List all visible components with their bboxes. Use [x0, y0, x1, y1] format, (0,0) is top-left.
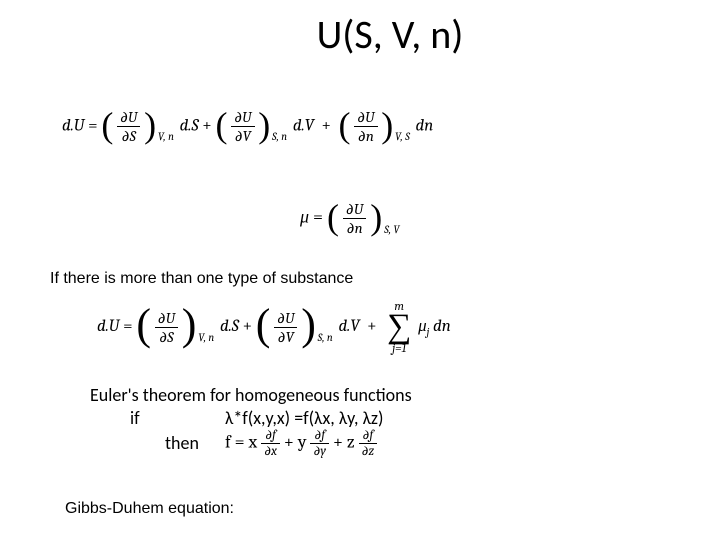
euler-num-x: ∂f [261, 428, 280, 444]
plus: + [202, 116, 215, 135]
eq1-sub1: V, n [158, 130, 174, 143]
eq1-num3: ∂U [354, 108, 377, 127]
eq1-frac2: ∂U ∂V [231, 108, 254, 145]
page-title: U(S, V, n) [0, 0, 720, 59]
eq3-sub2: S, n [318, 331, 333, 344]
equation-du-sum: d.U = ( ∂U ∂S ) V, n d.S + ( ∂U ∂V ) S, … [97, 300, 451, 354]
equals: = [313, 207, 327, 228]
multi-substance-label: If there is more than one type of substa… [50, 270, 353, 288]
lparen: ( [136, 303, 151, 347]
eq3-diff2: d.V [338, 317, 359, 336]
eq3-den2: ∂V [274, 328, 297, 346]
equation-du-full: d.U = ( ∂U ∂S ) V, n d.S + ( ∂U ∂V ) S, … [62, 108, 433, 145]
euler-den-y: ∂y [310, 444, 329, 459]
euler-frac-z: ∂f ∂z [359, 428, 378, 459]
eq2-num: ∂U [343, 200, 366, 219]
rparen: ) [301, 303, 316, 347]
euler-if-label: if [130, 407, 140, 429]
eq1-sub3: V, S [395, 130, 410, 143]
rparen: ) [144, 107, 156, 143]
euler-den-x: ∂x [261, 444, 280, 459]
eq3-den1: ∂S [155, 328, 178, 346]
lparen: ( [338, 107, 350, 143]
euler-prefix: f = x [225, 432, 257, 453]
plus: + [363, 317, 384, 336]
euler-frac-y: ∂f ∂y [310, 428, 329, 459]
rparen: ) [258, 107, 270, 143]
eq3-frac1: ∂U ∂S [155, 309, 178, 346]
eq2-sub: S, V [384, 223, 399, 236]
eq3-num1: ∂U [155, 309, 178, 328]
eq1-diff1: d.S [180, 116, 199, 135]
eq1-num1: ∂U [117, 108, 140, 127]
lparen: ( [101, 107, 113, 143]
eq3-num2: ∂U [274, 309, 297, 328]
sum-dn: dn [429, 317, 451, 336]
rparen: ) [381, 107, 393, 143]
eq1-den3: ∂n [354, 127, 377, 145]
equals: = [123, 317, 136, 336]
equation-mu: μ = ( ∂U ∂n ) S, V [300, 200, 402, 237]
eq1-frac3: ∂U ∂n [354, 108, 377, 145]
eq1-num2: ∂U [231, 108, 254, 127]
eq3-diff1: d.S [220, 317, 239, 336]
euler-plus-z: + z [333, 432, 359, 453]
mu-symbol: μ [300, 207, 309, 228]
eq1-lhs: d.U [62, 116, 84, 135]
eq2-frac: ∂U ∂n [343, 200, 366, 237]
euler-theorem-title: Euler's theorem for homogeneous function… [90, 383, 412, 408]
summation: m ∑ j=1 [387, 300, 411, 354]
lparen: ( [215, 107, 227, 143]
rparen: ) [370, 199, 382, 235]
euler-then-equation: f = x ∂f ∂x + y ∂f ∂y + z ∂f ∂z [225, 428, 377, 459]
eq1-den2: ∂V [231, 127, 254, 145]
eq2-den: ∂n [343, 219, 366, 237]
eq3-lhs: d.U [97, 317, 119, 336]
eq1-frac1: ∂U ∂S [117, 108, 140, 145]
euler-frac-x: ∂f ∂x [261, 428, 280, 459]
plus: + [318, 116, 339, 135]
plus: + [243, 317, 256, 336]
sigma-icon: ∑ [387, 312, 411, 342]
lparen: ( [327, 199, 339, 235]
euler-num-y: ∂f [310, 428, 329, 444]
euler-then-label: then [165, 432, 199, 454]
lparen: ( [256, 303, 271, 347]
euler-if-body: λ*f(x,y,x) =f(λx, λy, λz) [225, 407, 383, 429]
euler-plus-y: + y [284, 432, 311, 453]
euler-den-z: ∂z [359, 444, 378, 459]
eq1-diff2: d.V [293, 116, 314, 135]
equals: = [88, 116, 101, 135]
eq1-den1: ∂S [117, 127, 140, 145]
eq3-frac2: ∂U ∂V [274, 309, 297, 346]
eq1-diff3: dn [416, 116, 434, 135]
euler-num-z: ∂f [359, 428, 378, 444]
gibbs-duhem-label: Gibbs-Duhem equation: [65, 500, 234, 518]
eq1-sub2: S, n [272, 130, 287, 143]
rparen: ) [182, 303, 197, 347]
sum-mu: μ [418, 317, 427, 336]
eq3-sub1: V, n [198, 331, 214, 344]
